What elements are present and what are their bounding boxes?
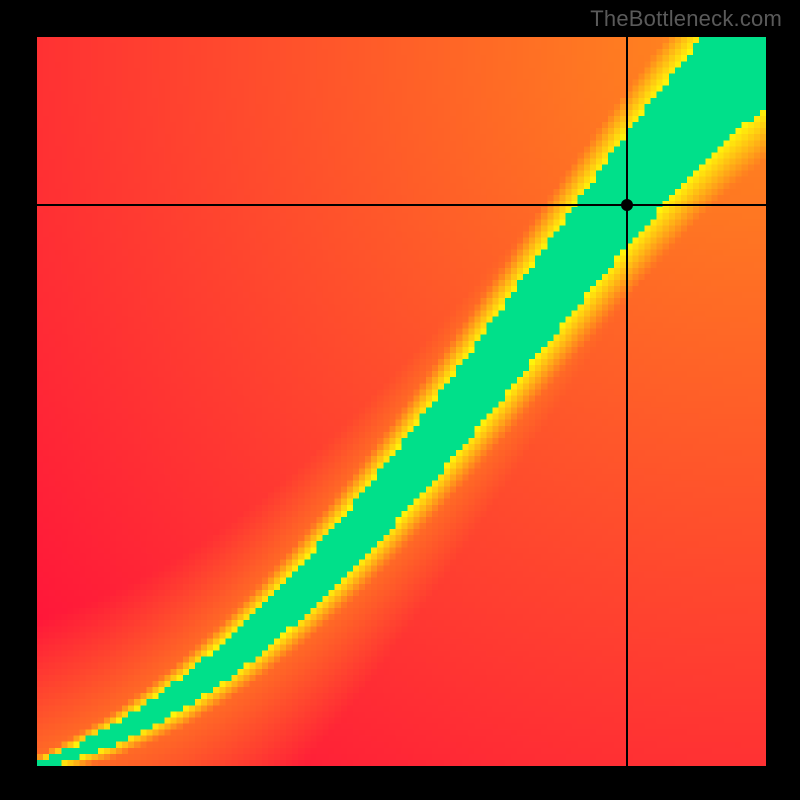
crosshair-horizontal <box>37 204 766 206</box>
crosshair-marker <box>621 199 633 211</box>
crosshair-vertical <box>626 37 628 766</box>
watermark-text: TheBottleneck.com <box>590 6 782 32</box>
heatmap-plot <box>37 37 766 766</box>
heatmap-canvas <box>37 37 766 766</box>
